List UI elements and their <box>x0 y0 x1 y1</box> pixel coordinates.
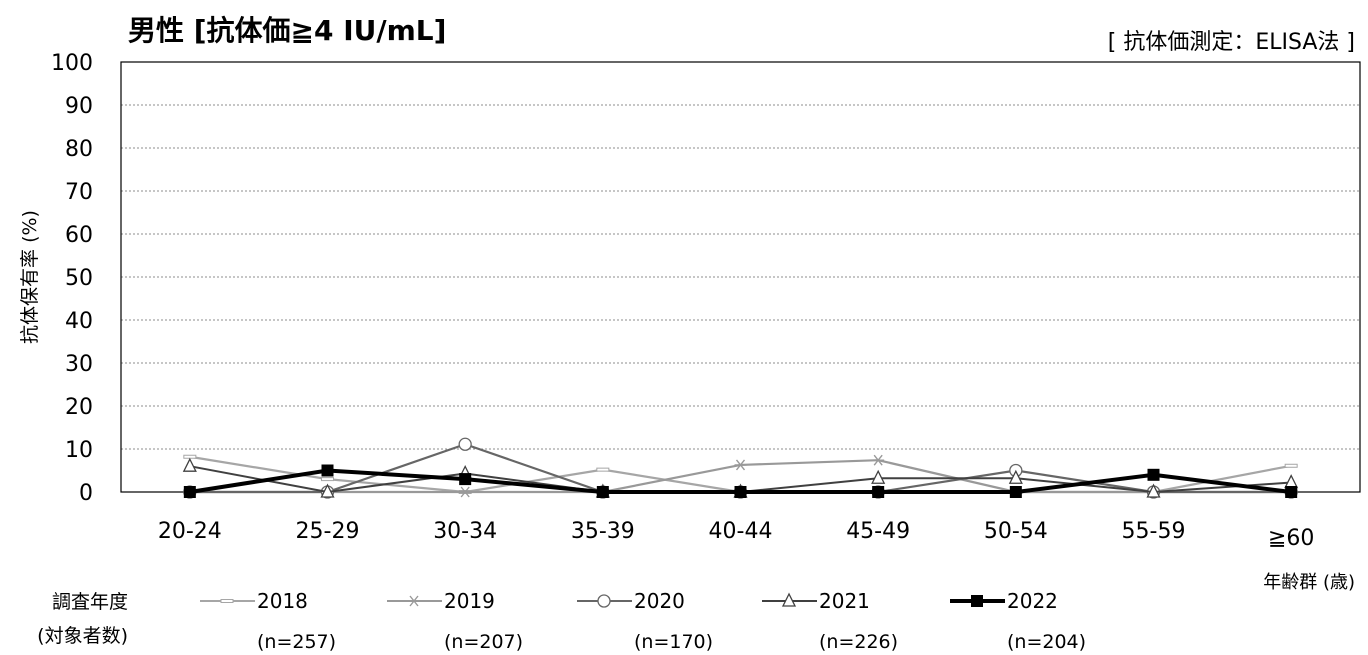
x-tick-label: 25-29 <box>296 519 360 544</box>
legend-count: (n=207) <box>444 631 523 653</box>
data-point <box>872 486 885 498</box>
legend-marker <box>220 599 234 603</box>
y-tick-label: 50 <box>65 266 93 291</box>
legend-marker <box>597 594 611 608</box>
legend-count: (n=170) <box>634 631 713 653</box>
legend-item-2019: 2019 (n=207) <box>387 589 523 653</box>
data-point <box>734 459 747 471</box>
data-point <box>734 486 747 498</box>
y-tick-label: 100 <box>51 51 93 76</box>
x-axis-label: 年齢群 (歳) <box>1263 572 1355 593</box>
legend-item-2021: 2021 (n=226) <box>762 589 898 653</box>
data-point <box>459 473 472 486</box>
x-tick-label: 55-59 <box>1122 519 1186 544</box>
y-tick-label: 20 <box>65 395 93 420</box>
data-point <box>1009 486 1022 498</box>
y-tick-label: 90 <box>65 94 93 119</box>
x-tick-label: 50-54 <box>984 519 1048 544</box>
data-point <box>1284 463 1298 468</box>
x-tick-label: 35-39 <box>571 519 635 544</box>
x-tick-label: 20-24 <box>158 519 222 544</box>
legend-title: 調査年度 <box>52 591 128 613</box>
data-point <box>1146 483 1161 498</box>
y-tick-label: 0 <box>79 481 93 506</box>
legend-count: (n=226) <box>819 631 898 653</box>
y-tick-label: 40 <box>65 309 93 334</box>
y-tick-labels: 0 10 20 30 40 50 60 70 80 90 100 <box>51 51 93 506</box>
data-point <box>596 486 609 498</box>
legend-label: 2022 <box>1007 589 1058 613</box>
legend-marker <box>971 595 983 607</box>
data-point <box>1008 469 1023 484</box>
data-point <box>182 457 197 472</box>
legend: 2018 (n=257) 2019 (n=207) 2020 (n=170) 2021 (n=… <box>200 589 1086 653</box>
grid-lines <box>120 61 1361 493</box>
data-point <box>458 437 472 451</box>
x-tick-label: 40-44 <box>709 519 773 544</box>
data-point <box>320 483 335 498</box>
y-axis-label: 抗体保有率 (%) <box>19 210 41 344</box>
legend-label: 2020 <box>634 589 685 613</box>
x-tick-label: 30-34 <box>433 519 497 544</box>
data-point <box>872 454 885 466</box>
x-tick-label: 45-49 <box>846 519 910 544</box>
legend-marker <box>408 595 420 607</box>
chart-title: 男性 [抗体価≧4 IU/mL] <box>128 14 446 47</box>
series-lines <box>182 437 1299 499</box>
data-point <box>1147 468 1160 481</box>
legend-label: 2021 <box>819 589 870 613</box>
data-point <box>459 486 472 498</box>
x-tick-labels: 20-24 25-29 30-34 35-39 40-44 45-49 50-54 55-59… <box>158 519 1315 551</box>
data-point <box>871 469 886 484</box>
x-tick-label: ≧60 <box>1268 526 1314 551</box>
data-point <box>596 467 610 472</box>
legend-marker <box>781 592 797 607</box>
legend-label: 2019 <box>444 589 495 613</box>
data-point <box>183 486 196 498</box>
legend-count: (n=257) <box>257 631 336 653</box>
data-point <box>321 464 334 477</box>
legend-item-2022: 2022 (n=204) <box>950 589 1086 653</box>
y-tick-label: 70 <box>65 180 93 205</box>
y-tick-label: 80 <box>65 137 93 162</box>
series-2022 <box>183 464 1298 498</box>
legend-subtitle: (対象者数) <box>37 625 128 647</box>
data-point <box>1284 474 1299 489</box>
chart-subtitle: [ 抗体価測定：ELISA法 ] <box>1108 30 1355 55</box>
data-point <box>321 477 334 482</box>
y-tick-label: 60 <box>65 223 93 248</box>
legend-item-2018: 2018 (n=257) <box>200 589 336 653</box>
y-tick-label: 10 <box>65 438 93 463</box>
data-point <box>1285 486 1298 498</box>
legend-item-2020: 2020 (n=170) <box>577 589 713 653</box>
legend-label: 2018 <box>257 589 308 613</box>
y-tick-label: 30 <box>65 352 93 377</box>
legend-count: (n=204) <box>1007 631 1086 653</box>
